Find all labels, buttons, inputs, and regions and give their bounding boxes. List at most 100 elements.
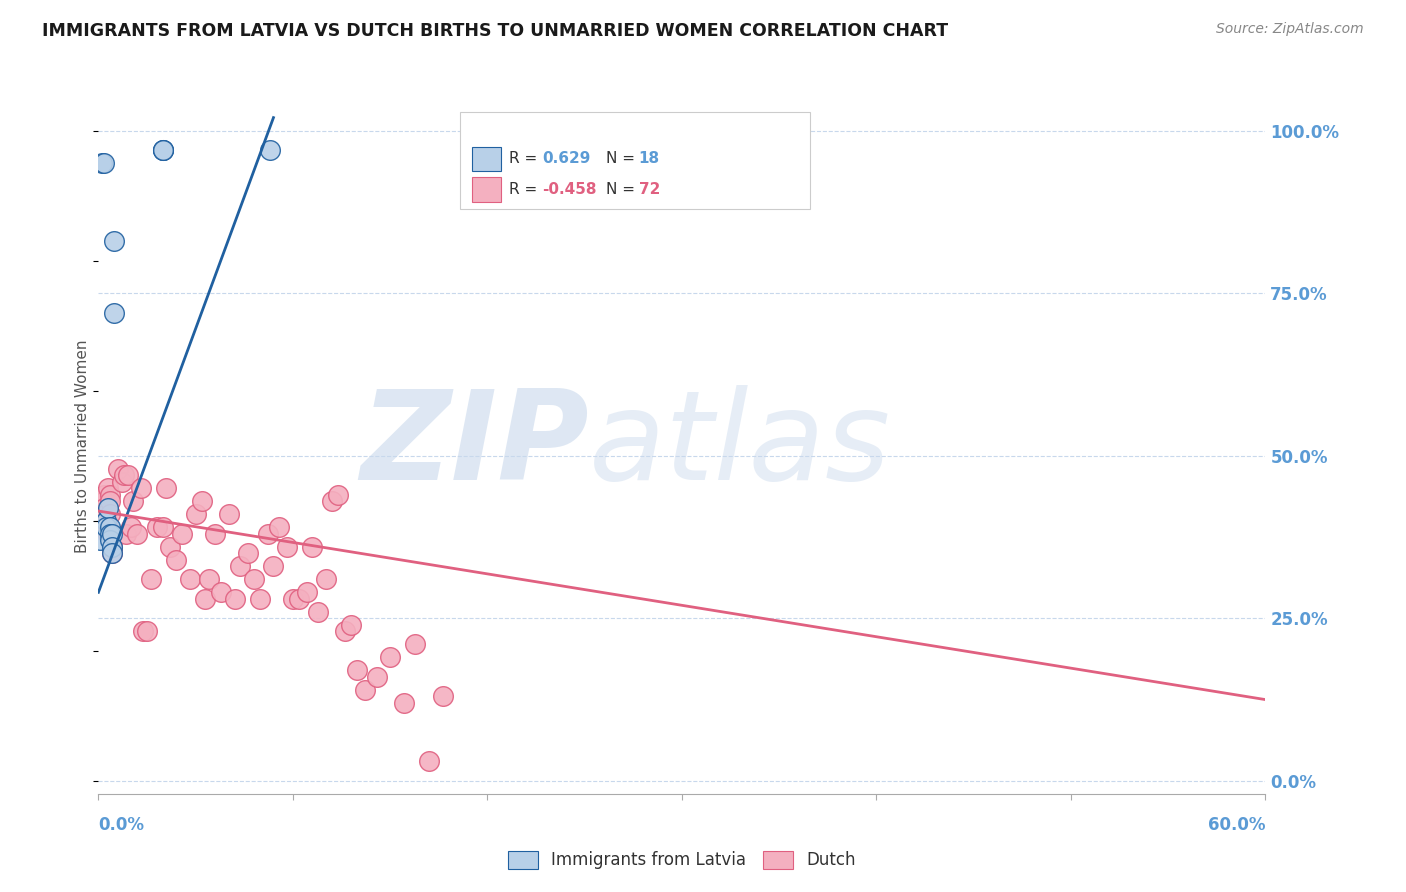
Point bbox=[276, 540, 298, 554]
Point bbox=[89, 514, 111, 528]
Point bbox=[326, 488, 349, 502]
Text: ZIP: ZIP bbox=[360, 385, 589, 507]
Point bbox=[107, 462, 129, 476]
Point bbox=[218, 508, 240, 522]
Point bbox=[93, 494, 115, 508]
Point bbox=[96, 508, 118, 522]
Point bbox=[93, 156, 115, 170]
Point bbox=[165, 553, 187, 567]
Point bbox=[112, 468, 135, 483]
Point bbox=[404, 637, 426, 651]
Point bbox=[243, 572, 266, 586]
Point bbox=[139, 572, 162, 586]
Point bbox=[229, 559, 252, 574]
Point bbox=[287, 591, 309, 606]
Point bbox=[159, 540, 181, 554]
FancyBboxPatch shape bbox=[472, 178, 501, 202]
Point bbox=[432, 690, 454, 704]
Point bbox=[152, 143, 174, 157]
Point bbox=[418, 755, 440, 769]
Point bbox=[97, 500, 120, 515]
Point bbox=[209, 585, 232, 599]
Point bbox=[98, 508, 121, 522]
Point bbox=[101, 546, 124, 560]
Point bbox=[103, 234, 125, 248]
Point bbox=[103, 306, 125, 320]
Point bbox=[184, 508, 207, 522]
Point bbox=[96, 514, 118, 528]
Point bbox=[179, 572, 201, 586]
Point bbox=[224, 591, 246, 606]
Point bbox=[97, 481, 120, 495]
Point bbox=[340, 617, 363, 632]
Text: R =: R = bbox=[509, 183, 543, 197]
Point bbox=[127, 526, 149, 541]
Text: 60.0%: 60.0% bbox=[1208, 816, 1265, 834]
Point bbox=[155, 481, 177, 495]
Point bbox=[101, 546, 124, 560]
Point bbox=[98, 494, 121, 508]
Point bbox=[96, 520, 118, 534]
Point bbox=[93, 488, 115, 502]
Point bbox=[204, 526, 226, 541]
Point bbox=[101, 540, 124, 554]
Point bbox=[97, 520, 120, 534]
Point bbox=[91, 508, 114, 522]
Point bbox=[198, 572, 221, 586]
Point bbox=[96, 514, 118, 528]
Point bbox=[93, 500, 115, 515]
Point bbox=[114, 526, 136, 541]
Point bbox=[354, 682, 377, 697]
Point bbox=[98, 520, 121, 534]
Point bbox=[89, 533, 111, 548]
Point bbox=[97, 526, 120, 541]
Point bbox=[132, 624, 155, 639]
Point bbox=[249, 591, 271, 606]
Point bbox=[91, 156, 114, 170]
FancyBboxPatch shape bbox=[472, 147, 501, 171]
Point bbox=[121, 520, 143, 534]
Point bbox=[392, 696, 415, 710]
Point bbox=[91, 500, 114, 515]
Point bbox=[366, 670, 388, 684]
Point bbox=[101, 540, 124, 554]
Point bbox=[152, 520, 174, 534]
Point bbox=[170, 526, 193, 541]
Point bbox=[122, 494, 145, 508]
Text: -0.458: -0.458 bbox=[541, 183, 596, 197]
Point bbox=[98, 533, 121, 548]
Point bbox=[98, 526, 121, 541]
Point bbox=[101, 526, 124, 541]
Point bbox=[93, 514, 115, 528]
Point bbox=[152, 143, 174, 157]
Text: R =: R = bbox=[509, 151, 543, 166]
Text: N =: N = bbox=[606, 151, 640, 166]
Point bbox=[256, 526, 278, 541]
Point bbox=[259, 143, 281, 157]
Text: 0.629: 0.629 bbox=[541, 151, 591, 166]
Point bbox=[321, 494, 343, 508]
Point bbox=[117, 468, 139, 483]
Point bbox=[378, 650, 402, 665]
Point bbox=[346, 663, 368, 677]
Legend: Immigrants from Latvia, Dutch: Immigrants from Latvia, Dutch bbox=[502, 844, 862, 876]
Text: 72: 72 bbox=[638, 183, 659, 197]
Point bbox=[335, 624, 357, 639]
Point bbox=[111, 475, 134, 489]
Point bbox=[152, 143, 174, 157]
Point bbox=[129, 481, 152, 495]
Text: IMMIGRANTS FROM LATVIA VS DUTCH BIRTHS TO UNMARRIED WOMEN CORRELATION CHART: IMMIGRANTS FROM LATVIA VS DUTCH BIRTHS T… bbox=[42, 22, 948, 40]
Point bbox=[146, 520, 169, 534]
Point bbox=[238, 546, 260, 560]
FancyBboxPatch shape bbox=[460, 112, 810, 210]
Text: atlas: atlas bbox=[589, 385, 890, 507]
Y-axis label: Births to Unmarried Women: Births to Unmarried Women bbox=[75, 339, 90, 553]
Text: Source: ZipAtlas.com: Source: ZipAtlas.com bbox=[1216, 22, 1364, 37]
Point bbox=[295, 585, 318, 599]
Point bbox=[262, 559, 284, 574]
Point bbox=[307, 605, 329, 619]
Point bbox=[96, 520, 118, 534]
Point bbox=[315, 572, 337, 586]
Text: 0.0%: 0.0% bbox=[98, 816, 145, 834]
Point bbox=[136, 624, 159, 639]
